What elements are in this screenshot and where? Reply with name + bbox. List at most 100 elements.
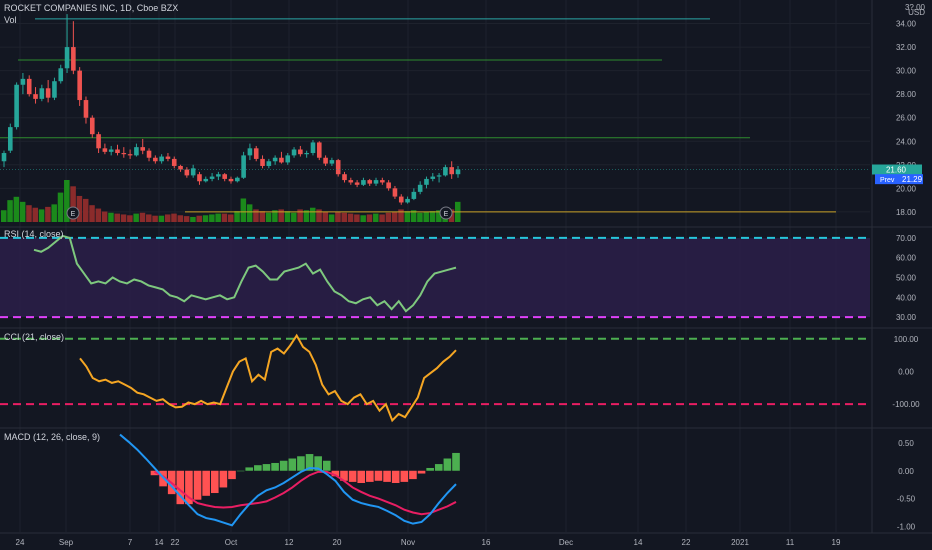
last-price-value: 21.60: [886, 166, 907, 175]
candle-body: [26, 78, 32, 95]
candle-body: [52, 81, 57, 98]
time-axis-label: 16: [482, 538, 491, 547]
macd-histogram-bar: [348, 470, 357, 482]
volume-bar: [114, 213, 121, 222]
candle-body: [235, 177, 240, 182]
candle-body: [436, 175, 442, 177]
volume-bar: [196, 215, 202, 222]
candle-body: [178, 165, 183, 170]
volume-bar: [328, 214, 335, 222]
candle-body: [380, 180, 385, 183]
time-axis-label: 14: [634, 538, 643, 547]
volume-bar: [202, 215, 209, 222]
volume-bar: [146, 214, 152, 222]
top-price-label: 3?.00: [904, 3, 925, 12]
prev-price-label: Prev: [880, 177, 895, 184]
candle-body: [134, 147, 139, 156]
earnings-marker: [66, 206, 80, 220]
volume-bar: [341, 212, 348, 222]
candle-body: [335, 160, 341, 175]
macd-histogram-bar: [391, 470, 400, 484]
cci-pane[interactable]: [0, 333, 870, 423]
volume-bar: [284, 211, 291, 222]
volume-bar: [51, 204, 57, 222]
volume-bar: [95, 208, 102, 222]
volume-bar: [158, 215, 165, 222]
time-axis-label: 12: [285, 538, 294, 547]
rsi-line: [33, 234, 457, 313]
time-axis-label: 14: [155, 538, 164, 547]
volume-bar: [183, 216, 190, 222]
candle-body: [197, 174, 202, 182]
volume-bar: [391, 211, 398, 222]
volume-bar: [19, 201, 26, 222]
earnings-marker: [439, 206, 453, 220]
volume-bar: [429, 211, 436, 222]
macd-histogram-bar: [374, 470, 383, 481]
time-axis-label: 7: [128, 538, 133, 547]
candle-body: [140, 147, 146, 151]
candle-body: [310, 142, 316, 154]
candle-body: [266, 161, 272, 166]
macd-pane[interactable]: [119, 433, 460, 527]
candle-body: [184, 169, 190, 176]
time-axis-label: Dec: [559, 538, 573, 547]
volume-bar: [297, 209, 303, 222]
candle-body: [342, 174, 347, 181]
candle-body: [222, 174, 227, 179]
candle-body: [146, 150, 152, 158]
candle-body: [424, 178, 429, 185]
macd-histogram-bar: [210, 470, 219, 494]
symbol-title[interactable]: ROCKET COMPANIES INC, 1D, Cboe BZX: [4, 3, 179, 13]
rsi-band-fill: [0, 237, 870, 318]
macd-histogram-bar: [297, 456, 305, 471]
candle-body: [14, 84, 19, 128]
volume-bar: [152, 215, 158, 222]
volume-bar: [76, 195, 83, 222]
volume-bar: [366, 214, 373, 222]
macd-histogram-bar: [426, 467, 434, 471]
rsi-pane[interactable]: [0, 234, 870, 319]
macd-histogram-bar: [409, 470, 417, 480]
volume-bar: [410, 210, 417, 222]
candle-body: [329, 160, 335, 164]
cci-title[interactable]: CCI (21, close): [4, 332, 65, 342]
cci-axis-label: -100.00: [892, 400, 920, 409]
rsi-axis-label: 50.00: [896, 274, 917, 283]
volume-bar: [209, 214, 215, 222]
volume-bar: [436, 210, 442, 222]
macd-title[interactable]: MACD (12, 26, close, 9): [4, 432, 101, 442]
volume-bar: [190, 216, 196, 222]
candle-body: [323, 157, 328, 164]
rsi-title[interactable]: RSI (14, close): [4, 229, 64, 239]
volume-bar: [360, 215, 366, 222]
macd-histogram-bar: [279, 460, 288, 471]
volume-bar: [278, 209, 284, 222]
candle-body: [430, 176, 436, 179]
candle-body: [216, 174, 221, 177]
candle-body: [253, 148, 259, 159]
macd-histogram-bar: [443, 458, 452, 471]
macd-histogram-bar: [322, 460, 331, 471]
candle-body: [121, 153, 127, 155]
macd-histogram-bar: [331, 470, 340, 477]
candle-body: [279, 157, 284, 163]
macd-histogram-bar: [305, 454, 314, 471]
time-axis-label: Nov: [401, 538, 415, 547]
volume-bar: [265, 212, 272, 222]
prev-price-tag: [875, 174, 923, 185]
macd-axis-label: -0.50: [897, 495, 916, 504]
volume-label[interactable]: Vol: [4, 15, 17, 25]
volume-bar: [101, 211, 108, 222]
candle-body: [398, 196, 404, 203]
volume-bar: [26, 205, 32, 222]
candle-body: [348, 180, 354, 183]
volume-bar: [171, 213, 177, 222]
price-axis-label: 28.00: [896, 90, 917, 99]
candle-body: [272, 157, 278, 162]
price-axis-label: 26.00: [896, 114, 917, 123]
time-axis-label: 20: [333, 538, 342, 547]
candle-body: [367, 180, 373, 184]
